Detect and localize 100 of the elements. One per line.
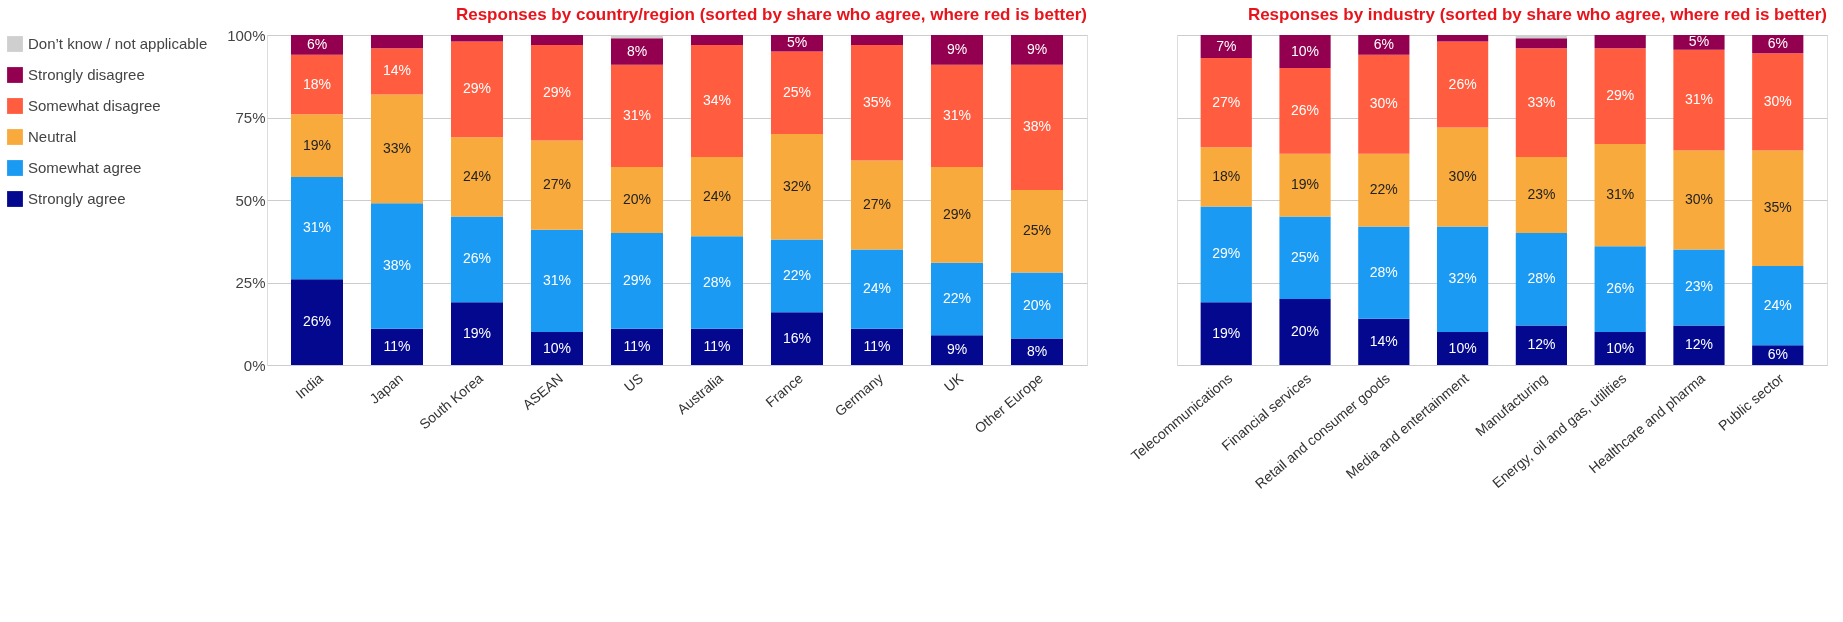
bar [851,328,903,365]
data-label: 24% [462,167,492,184]
bar [1358,318,1410,365]
bar [1752,53,1804,151]
bar [1437,226,1489,332]
data-label: 26% [302,313,332,330]
bar [531,44,583,141]
data-label: 20% [1291,323,1320,339]
data-label: 6% [1373,35,1394,52]
data-label: 16% [782,329,812,346]
data-label: 18% [1212,167,1241,184]
bar [931,335,983,365]
bar [931,64,983,167]
data-label: 6% [1767,346,1788,363]
bar [691,157,743,237]
bar [1011,35,1063,65]
data-label: 28% [1369,263,1398,280]
bar [1594,35,1646,49]
data-label: 31% [942,106,972,123]
bar [691,44,743,158]
data-label: 33% [382,139,412,156]
data-label: 27% [542,176,572,193]
data-label: 29% [622,271,652,288]
data-label: 31% [622,106,652,123]
data-label: 22% [1369,181,1398,198]
bar [371,35,423,49]
data-label: 14% [1369,332,1398,349]
bar [451,216,503,303]
bar [1200,302,1252,365]
bar [1752,266,1804,346]
data-label: 31% [1684,91,1713,108]
data-label: 23% [1684,278,1713,295]
bar [1011,272,1063,339]
data-label: 11% [703,337,731,354]
data-label: 30% [1369,95,1398,112]
bar [451,35,503,42]
data-label: 9% [946,341,968,358]
bar [611,38,663,65]
x-tick-label: UK [940,369,967,395]
bar [371,94,423,204]
bar [291,114,343,177]
bar [1200,206,1252,303]
data-label: 25% [1291,248,1320,265]
data-label: 25% [1022,222,1052,239]
data-label: 10% [542,339,572,356]
bar [851,44,903,161]
bar [1279,68,1331,154]
data-label: 31% [302,219,332,236]
data-label: 19% [1212,324,1241,341]
data-label: 26% [462,250,492,267]
data-label: 10% [1291,42,1320,59]
data-label: 10% [1606,339,1635,356]
data-label: 11% [383,337,411,354]
data-label: 29% [942,205,972,222]
data-label: 22% [782,266,812,283]
bar [291,279,343,365]
data-label: 19% [1291,176,1320,193]
bar [1358,226,1410,319]
data-label: 22% [942,290,972,306]
bar [771,239,823,313]
data-label: 29% [462,80,492,97]
data-label: 6% [306,35,328,52]
data-label: 38% [382,257,412,273]
bar [531,35,583,45]
data-label: 23% [1527,186,1556,203]
bar [371,48,423,95]
bar [1515,325,1567,365]
bar [691,328,743,365]
data-label: 18% [302,75,332,92]
data-label: 29% [542,83,572,100]
data-label: 19% [462,324,492,341]
data-label: 30% [1763,92,1792,109]
data-label: 14% [382,62,412,79]
bar [1437,35,1489,42]
bar [1437,41,1489,128]
bar [1594,143,1646,247]
legend-label: Strongly agree [28,190,126,207]
bar [691,35,743,45]
data-label: 31% [542,271,572,288]
data-label: 10% [1448,339,1477,356]
chart-title: Responses by country/region (sorted by share who agree, where red is better) [455,5,1087,24]
data-label: 24% [862,280,892,297]
bar [531,332,583,365]
bar [291,176,343,280]
bar [771,312,823,365]
bar [1279,299,1331,365]
y-tick-label: 75% [235,109,266,126]
data-label: 20% [622,191,652,207]
x-tick-label: US [620,369,646,395]
data-label: 6% [1767,35,1788,52]
bar [931,167,983,263]
bar [1279,216,1331,299]
bar [1279,35,1331,68]
data-label: 9% [1026,40,1048,57]
data-label: 20% [1022,296,1052,313]
bar [1673,325,1725,365]
bar [1279,153,1331,217]
data-label: 25% [782,83,812,100]
bar [851,249,903,329]
bar [771,51,823,134]
